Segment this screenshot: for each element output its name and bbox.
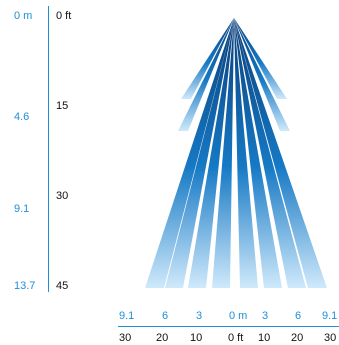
vertical-feet-label: 15 xyxy=(56,100,69,112)
horizontal-meter-label: 0 m xyxy=(229,310,248,322)
horizontal-feet-label: 30 xyxy=(119,332,132,344)
vertical-meter-label: 4.6 xyxy=(14,111,30,123)
horizontal-feet-label: 20 xyxy=(156,332,169,344)
horizontal-feet-label: 0 ft xyxy=(228,332,244,344)
horizontal-scale-line xyxy=(118,326,339,327)
horizontal-meter-label: 6 xyxy=(295,310,302,322)
vertical-meter-label: 13.7 xyxy=(14,280,36,292)
beam-short-left-upper xyxy=(181,18,234,99)
vertical-feet-label: 45 xyxy=(56,280,69,292)
vertical-feet-label: 0 ft xyxy=(56,10,72,22)
vertical-feet-label: 30 xyxy=(56,190,69,202)
horizontal-meter-label: 9.1 xyxy=(322,310,338,322)
beam-short-right-lower xyxy=(234,18,290,131)
beam-left-1 xyxy=(212,18,234,288)
beam-far-right xyxy=(234,18,327,288)
beam-short-left-lower xyxy=(178,18,234,131)
beam-right-3 xyxy=(234,18,306,288)
horizontal-feet-label: 10 xyxy=(258,332,271,344)
horizontal-meter-label: 3 xyxy=(262,310,269,322)
horizontal-feet-label: 20 xyxy=(291,332,304,344)
beam-far-left xyxy=(145,18,234,288)
beam-left-3 xyxy=(165,18,234,288)
beam-right-1 xyxy=(234,18,258,288)
vertical-meter-label: 9.1 xyxy=(14,203,30,215)
beam-short-right-upper xyxy=(234,18,287,99)
vertical-meter-label: 0 m xyxy=(14,10,33,22)
vertical-scale-line xyxy=(48,6,49,292)
beam-left-2 xyxy=(188,18,234,288)
beam-right-2 xyxy=(234,18,282,288)
horizontal-meter-label: 3 xyxy=(196,310,203,322)
horizontal-feet-label: 30 xyxy=(324,332,337,344)
horizontal-feet-label: 10 xyxy=(190,332,203,344)
horizontal-meter-label: 9.1 xyxy=(119,310,135,322)
horizontal-meter-label: 6 xyxy=(162,310,169,322)
